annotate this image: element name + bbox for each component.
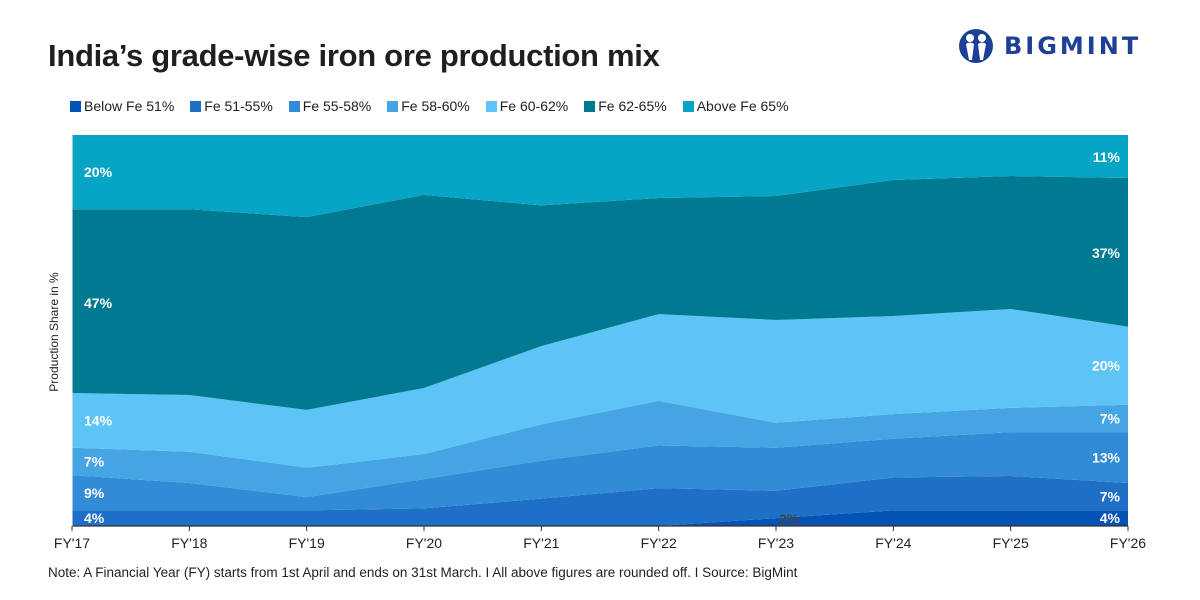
legend-item: Fe 58-60% xyxy=(387,98,470,114)
data-label: 47% xyxy=(84,295,113,311)
footnote: Note: A Financial Year (FY) starts from … xyxy=(48,565,798,580)
legend-swatch xyxy=(70,100,81,112)
data-label: 20% xyxy=(84,164,113,180)
data-label: 4% xyxy=(84,510,105,526)
area-fe-60-62- xyxy=(72,308,1128,468)
legend-swatch xyxy=(190,100,202,112)
bigmint-logo: BIGMINT xyxy=(958,28,1141,64)
legend-label: Fe 60-62% xyxy=(499,98,569,114)
legend-item: Fe 62-65% xyxy=(584,98,667,114)
legend-label: Above Fe 65% xyxy=(696,98,789,114)
x-tick-label: FY'18 xyxy=(171,535,207,551)
legend-label: Below Fe 51% xyxy=(84,98,175,114)
chart-title: India’s grade-wise iron ore production m… xyxy=(48,38,660,73)
area-above-fe-65- xyxy=(72,135,1128,218)
legend-label: Fe 62-65% xyxy=(598,98,667,114)
legend-item: Above Fe 65% xyxy=(682,98,789,114)
data-label: 7% xyxy=(1100,489,1121,505)
x-tick-label: FY'21 xyxy=(523,535,559,551)
legend-swatch xyxy=(584,100,596,112)
legend-swatch xyxy=(485,100,497,112)
area-fe-62-65- xyxy=(72,176,1128,410)
data-label: 2% xyxy=(779,511,800,527)
area-below-fe-51- xyxy=(72,510,1128,526)
x-tick-label: FY'20 xyxy=(406,535,442,551)
x-tick-label: FY'19 xyxy=(289,535,325,551)
x-tick-label: FY'24 xyxy=(875,535,911,551)
legend-label: Fe 58-60% xyxy=(401,98,470,114)
legend-item: Fe 51-55% xyxy=(190,98,273,114)
x-tick-label: FY'25 xyxy=(993,535,1029,551)
legend: Below Fe 51% Fe 51-55% Fe 55-58% Fe 58-60% F… xyxy=(70,98,805,114)
legend-label: Fe 55-58% xyxy=(302,98,372,114)
legend-swatch xyxy=(387,100,399,112)
x-tick-label: FY'23 xyxy=(758,535,794,551)
area-fe-51-55- xyxy=(72,475,1128,526)
legend-item: Below Fe 51% xyxy=(70,98,174,114)
data-label: 9% xyxy=(84,485,105,501)
x-tick-label: FY'26 xyxy=(1110,535,1146,551)
area-fe-58-60- xyxy=(72,400,1128,498)
legend-item: Fe 60-62% xyxy=(485,98,569,114)
data-label: 7% xyxy=(84,453,105,469)
area-fe-55-58- xyxy=(72,432,1128,511)
data-label: 37% xyxy=(1092,245,1121,261)
data-label: 14% xyxy=(84,412,113,428)
legend-item: Fe 55-58% xyxy=(288,98,372,114)
data-label: 13% xyxy=(1092,450,1121,466)
legend-swatch xyxy=(288,100,300,112)
data-label: 20% xyxy=(1092,358,1121,374)
x-tick-label: FY'22 xyxy=(641,535,677,551)
data-label: 4% xyxy=(1100,510,1121,526)
data-label: 11% xyxy=(1093,149,1121,165)
legend-swatch xyxy=(682,100,694,112)
bigmint-logo-icon xyxy=(959,29,993,63)
logo-text: BIGMINT xyxy=(1004,32,1142,60)
x-tick-label: FY'17 xyxy=(54,535,90,551)
data-label: 7% xyxy=(1100,410,1121,426)
legend-label: Fe 51-55% xyxy=(204,98,273,114)
